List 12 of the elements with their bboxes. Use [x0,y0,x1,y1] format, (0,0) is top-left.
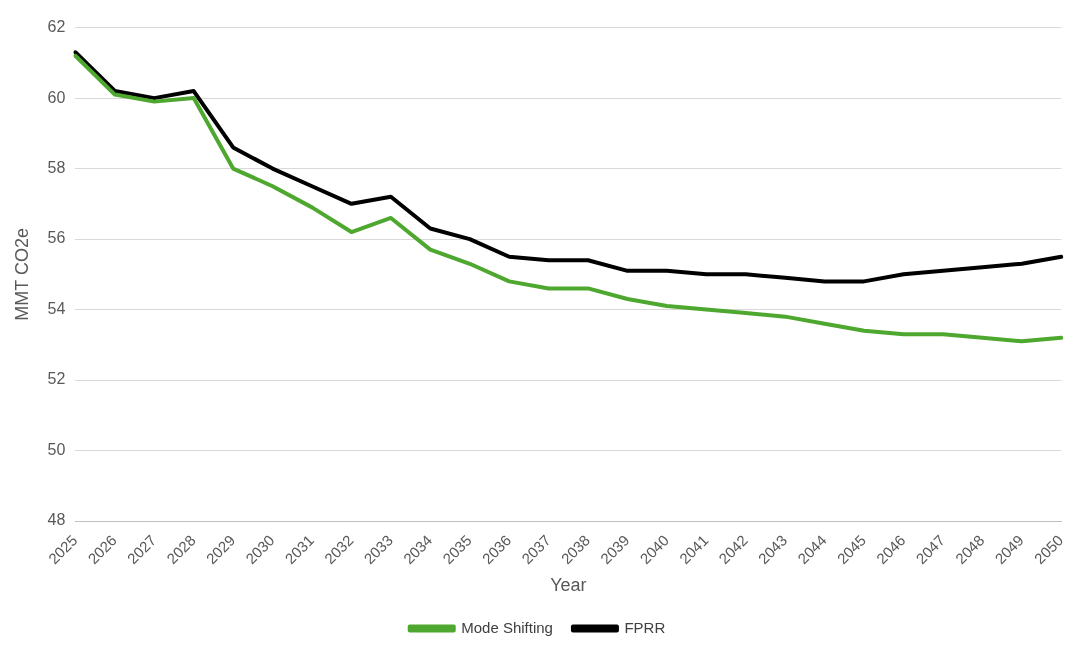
y-tick-label: 58 [47,159,66,176]
y-tick-label: 48 [47,511,66,529]
legend-label: Mode Shifting [461,618,553,636]
y-tick-label: 62 [47,18,66,36]
x-axis-title: Year [550,575,587,596]
y-tick-label: 54 [47,299,66,317]
y-tick-label: 56 [47,229,66,247]
y-tick-label: 52 [47,370,66,388]
y-tick-label: 60 [47,88,66,106]
legend-label: FPRR [624,618,666,636]
y-axis-title: MMT CO2e [11,227,32,321]
y-tick-label: 50 [47,440,66,458]
